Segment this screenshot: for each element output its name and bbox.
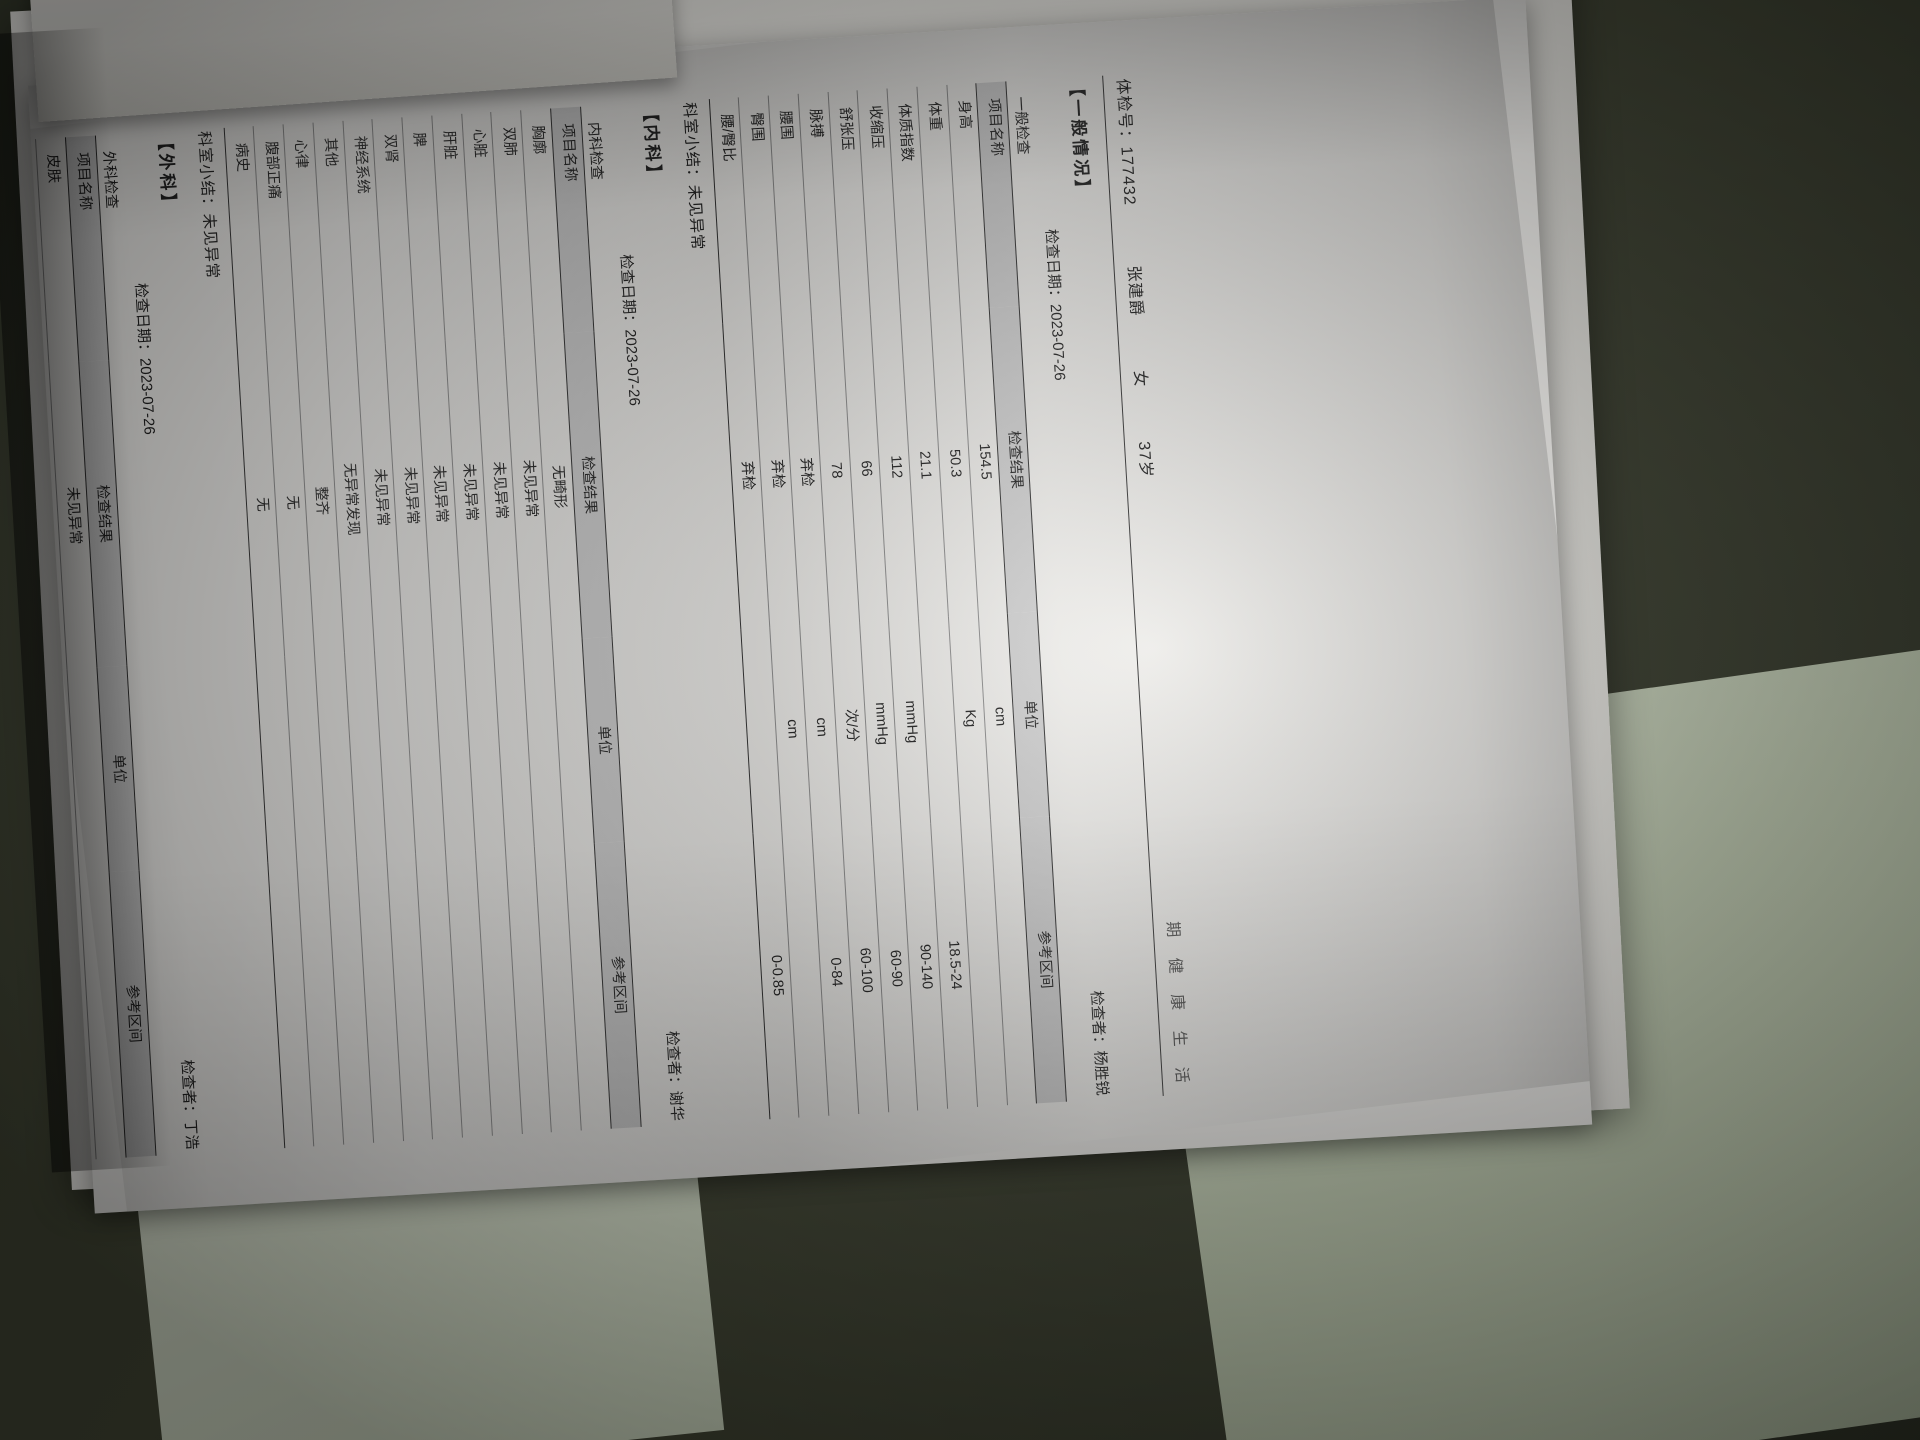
examiner-general: 检查者：杨胜锐 [1087, 990, 1112, 1097]
spine-banner-title: 期 健 康 生 活 [1163, 920, 1191, 1092]
patient-gender: 女 [1130, 369, 1149, 388]
examiner-surgery: 检查者：丁浩 [177, 1059, 201, 1151]
table-general: 项目名称 检查结果 单位 参考区间 身高 154.5 cm 体重 50.3 Kg 体质指数 2… [709, 81, 1068, 1120]
examiner-internal: 检查者：谢华 [663, 1030, 686, 1122]
patient-age: 37岁 [1134, 440, 1155, 479]
patient-name: 张建爵 [1124, 265, 1145, 318]
cell-reference [27, 877, 37, 1165]
report-sheet: 体检号：177432 张建爵 女 37岁 期 健 康 生 活 【一般情况】 检查… [27, 18, 1223, 1213]
table-body-internal: 胸廓 无畸形 双肺 未见异常 心脏 未见异常 肝脏 未见异常脾未见异常 双肾 未见异常 神经系统 未见… [223, 108, 612, 1149]
table-internal: 项目名称 检查结果 单位 参考区间 胸廓 无畸形 双肺 未见异常 心脏 未见异常 肝脏 未见异… [223, 106, 641, 1149]
report-page: 体检号：177432 张建爵 女 37岁 期 健 康 生 活 【一般情况】 检查… [27, 0, 1593, 1214]
exam-no: 体检号：177432 [1113, 78, 1138, 207]
